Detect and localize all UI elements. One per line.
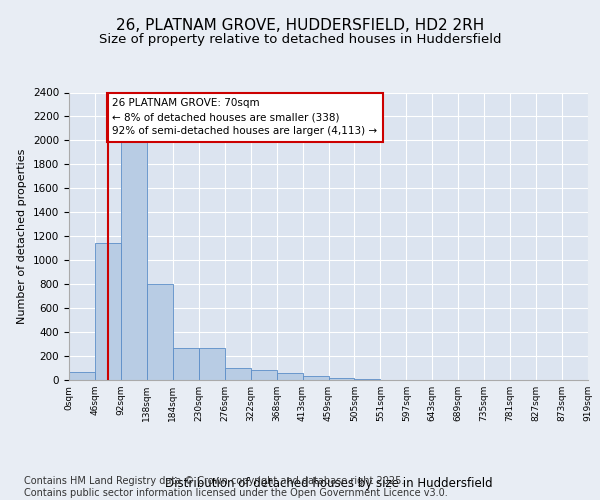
Text: Contains HM Land Registry data © Crown copyright and database right 2025.
Contai: Contains HM Land Registry data © Crown c… (24, 476, 448, 498)
Bar (302, 376, 329, 380)
Bar (95, 244, 121, 380)
Y-axis label: Number of detached properties: Number of detached properties (17, 148, 28, 324)
Text: 26, PLATNAM GROVE, HUDDERSFIELD, HD2 2RH: 26, PLATNAM GROVE, HUDDERSFIELD, HD2 2RH (116, 18, 484, 32)
Bar (225, 368, 251, 380)
Bar (251, 370, 277, 380)
X-axis label: Distribution of detached houses by size in Huddersfield: Distribution of detached houses by size … (164, 477, 493, 490)
Bar (199, 348, 224, 380)
Bar (277, 373, 302, 380)
Bar (69, 372, 95, 380)
Bar (173, 348, 199, 380)
Bar (121, 140, 147, 380)
Text: 26 PLATNAM GROVE: 70sqm
← 8% of detached houses are smaller (338)
92% of semi-de: 26 PLATNAM GROVE: 70sqm ← 8% of detached… (112, 98, 377, 136)
Text: Size of property relative to detached houses in Huddersfield: Size of property relative to detached ho… (99, 32, 501, 46)
Bar (147, 284, 173, 380)
Bar (329, 378, 355, 380)
